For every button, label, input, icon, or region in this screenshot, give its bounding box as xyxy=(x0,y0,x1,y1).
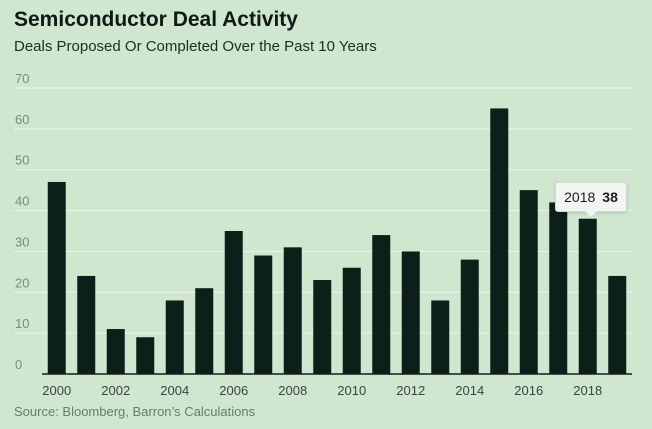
bar-2016[interactable] xyxy=(519,190,538,374)
bar-2018[interactable] xyxy=(578,218,597,374)
y-tick-label: 50 xyxy=(15,153,29,168)
bar-2001[interactable] xyxy=(77,275,96,374)
x-tick-label: 2016 xyxy=(514,383,543,398)
bar-2006[interactable] xyxy=(224,231,243,374)
bar-2004[interactable] xyxy=(165,300,184,374)
chart-title: Semiconductor Deal Activity xyxy=(14,8,298,31)
tooltip-pointer xyxy=(585,211,597,217)
y-tick-label: 10 xyxy=(15,316,29,331)
bar-2011[interactable] xyxy=(372,235,391,374)
bar-2002[interactable] xyxy=(106,329,125,374)
y-tick-label: 40 xyxy=(15,194,29,209)
bar-2019[interactable] xyxy=(608,275,627,374)
x-tick-label: 2002 xyxy=(101,383,130,398)
bar-2003[interactable] xyxy=(136,337,155,374)
source-note: Source: Bloomberg, Barron’s Calculations xyxy=(14,404,256,419)
bar-2009[interactable] xyxy=(313,280,332,374)
tooltip: 2018 38 xyxy=(555,182,627,212)
chart-subtitle: Deals Proposed Or Completed Over the Pas… xyxy=(14,38,377,55)
y-tick-label: 70 xyxy=(15,71,29,86)
bar-2014[interactable] xyxy=(460,259,479,374)
tooltip-year: 2018 xyxy=(564,189,596,205)
x-tick-label: 2012 xyxy=(396,383,425,398)
bar-2005[interactable] xyxy=(195,288,214,374)
x-tick-label: 2008 xyxy=(278,383,307,398)
y-tick-label: 30 xyxy=(15,234,29,249)
bars xyxy=(47,108,627,374)
x-tick-label: 2018 xyxy=(573,383,602,398)
tooltip-value: 38 xyxy=(602,189,618,205)
y-tick-label: 20 xyxy=(15,275,29,290)
bar-2010[interactable] xyxy=(342,267,361,374)
bar-2007[interactable] xyxy=(254,255,273,374)
y-tick-label: 60 xyxy=(15,112,29,127)
bar-2013[interactable] xyxy=(431,300,450,374)
bar-2012[interactable] xyxy=(401,251,420,374)
x-tick-label: 2000 xyxy=(42,383,71,398)
x-tick-label: 2010 xyxy=(337,383,366,398)
y-tick-label: 0 xyxy=(15,357,22,372)
x-tick-label: 2006 xyxy=(219,383,248,398)
bar-2000[interactable] xyxy=(47,181,66,374)
x-axis-tick-labels: 2000 2002 2004 2006 2008 2010 2012 2014 2016 2018 xyxy=(42,383,602,398)
bar-2015[interactable] xyxy=(490,108,509,374)
bar-2008[interactable] xyxy=(283,247,302,374)
bar-2017[interactable] xyxy=(549,202,568,374)
x-tick-label: 2014 xyxy=(455,383,484,398)
y-axis-tick-labels: 0 10 20 30 40 50 60 70 xyxy=(15,71,29,372)
x-tick-label: 2004 xyxy=(160,383,189,398)
